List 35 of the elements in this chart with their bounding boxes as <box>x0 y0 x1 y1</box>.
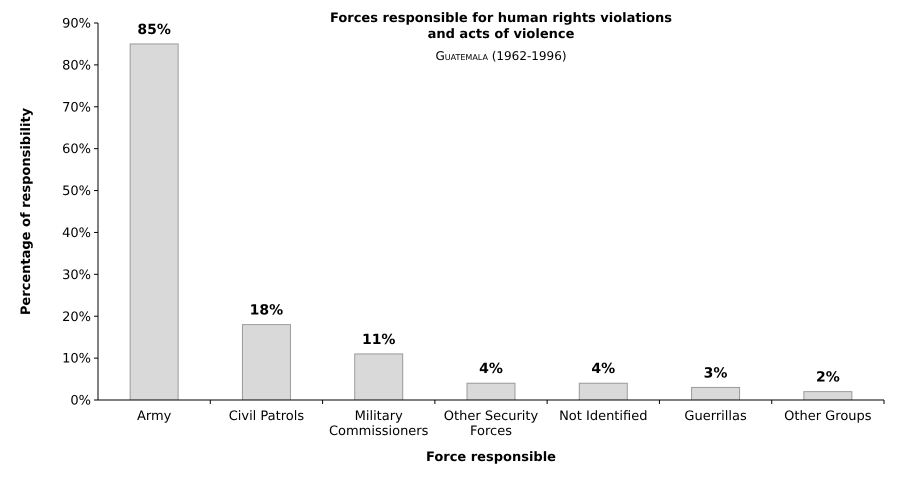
y-tick-label: 30% <box>62 268 91 283</box>
y-tick-label: 50% <box>62 184 91 200</box>
chart-title: Forces responsible for human rights violations and acts of violence <box>330 11 672 42</box>
data-label: 18% <box>250 302 284 319</box>
bar <box>803 391 852 400</box>
y-tick-label: 20% <box>62 310 91 325</box>
bar <box>691 386 740 400</box>
data-label: 85% <box>137 22 171 38</box>
bar <box>466 382 516 400</box>
y-tick-label: 10% <box>62 352 91 367</box>
bar <box>130 43 179 400</box>
data-label: 4% <box>591 361 616 378</box>
y-tick-label: 60% <box>62 142 91 158</box>
y-tick-label: 90% <box>62 16 91 32</box>
x-tick-label: Civil Patrols <box>228 409 304 424</box>
x-tick-label: Not Identified <box>559 409 648 424</box>
bar <box>354 353 404 400</box>
bar <box>242 324 291 400</box>
y-axis-title: Percentage of responsibility <box>19 107 34 316</box>
data-label: 11% <box>362 332 396 348</box>
x-tick-label: Guerrillas <box>684 409 747 424</box>
text: Guatemala (1962-1996) <box>435 49 567 63</box>
y-tick-label: 70% <box>62 100 91 116</box>
x-tick-label: Other Security Forces <box>444 409 539 439</box>
y-tick-label: 80% <box>62 58 91 74</box>
x-tick-label: Military Commissioners <box>328 409 429 439</box>
y-tick-label: 0% <box>70 394 91 409</box>
data-label: 2% <box>816 370 840 386</box>
data-label: 4% <box>479 361 503 378</box>
y-tick-label: 40% <box>62 226 91 241</box>
bar <box>578 382 628 400</box>
x-tick-label: Army <box>136 409 172 424</box>
x-tick-label: Other Groups <box>784 409 872 424</box>
data-label: 3% <box>704 365 728 382</box>
x-axis-title: Force responsible <box>426 450 556 465</box>
